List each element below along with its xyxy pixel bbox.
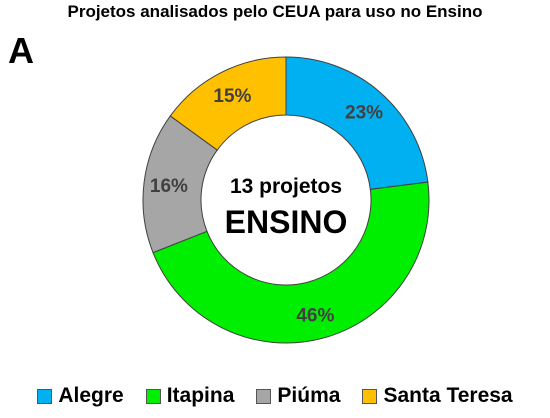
slice-label-itapina: 46% [296, 305, 334, 326]
slice-santa-teresa [169, 56, 287, 151]
legend: Alegre Itapina Piúma Santa Teresa [0, 384, 550, 408]
donut-chart: 23% 46% 16% 15% 13 projetos ENSINO [142, 56, 430, 344]
panel-letter: A [8, 30, 34, 71]
donut-slices [142, 56, 430, 344]
legend-label: Itapina [166, 384, 235, 407]
legend-label: Piúma [277, 384, 341, 407]
legend-label: Santa Teresa [383, 384, 513, 407]
center-count-label: 13 projetos [230, 175, 342, 198]
legend-item-piúma: Piúma [256, 384, 340, 408]
slice-alegre [285, 56, 429, 190]
legend-label: Alegre [58, 384, 124, 407]
slice-label-piúma: 16% [150, 176, 188, 197]
legend-swatch [37, 388, 53, 404]
legend-swatch [145, 388, 161, 404]
legend-item-santa-teresa: Santa Teresa [362, 384, 513, 408]
slice-labels: 23% 46% 16% 15% [150, 86, 383, 326]
slice-itapina [152, 181, 430, 344]
legend-swatch [256, 388, 272, 404]
center-category-label: ENSINO [225, 204, 348, 240]
legend-item-itapina: Itapina [145, 384, 235, 408]
slice-label-santa-teresa: 15% [213, 86, 251, 107]
legend-swatch [362, 388, 378, 404]
slice-label-alegre: 23% [345, 102, 383, 123]
chart-title: Projetos analisados pelo CEUA para uso n… [67, 2, 483, 21]
legend-item-alegre: Alegre [37, 384, 124, 408]
